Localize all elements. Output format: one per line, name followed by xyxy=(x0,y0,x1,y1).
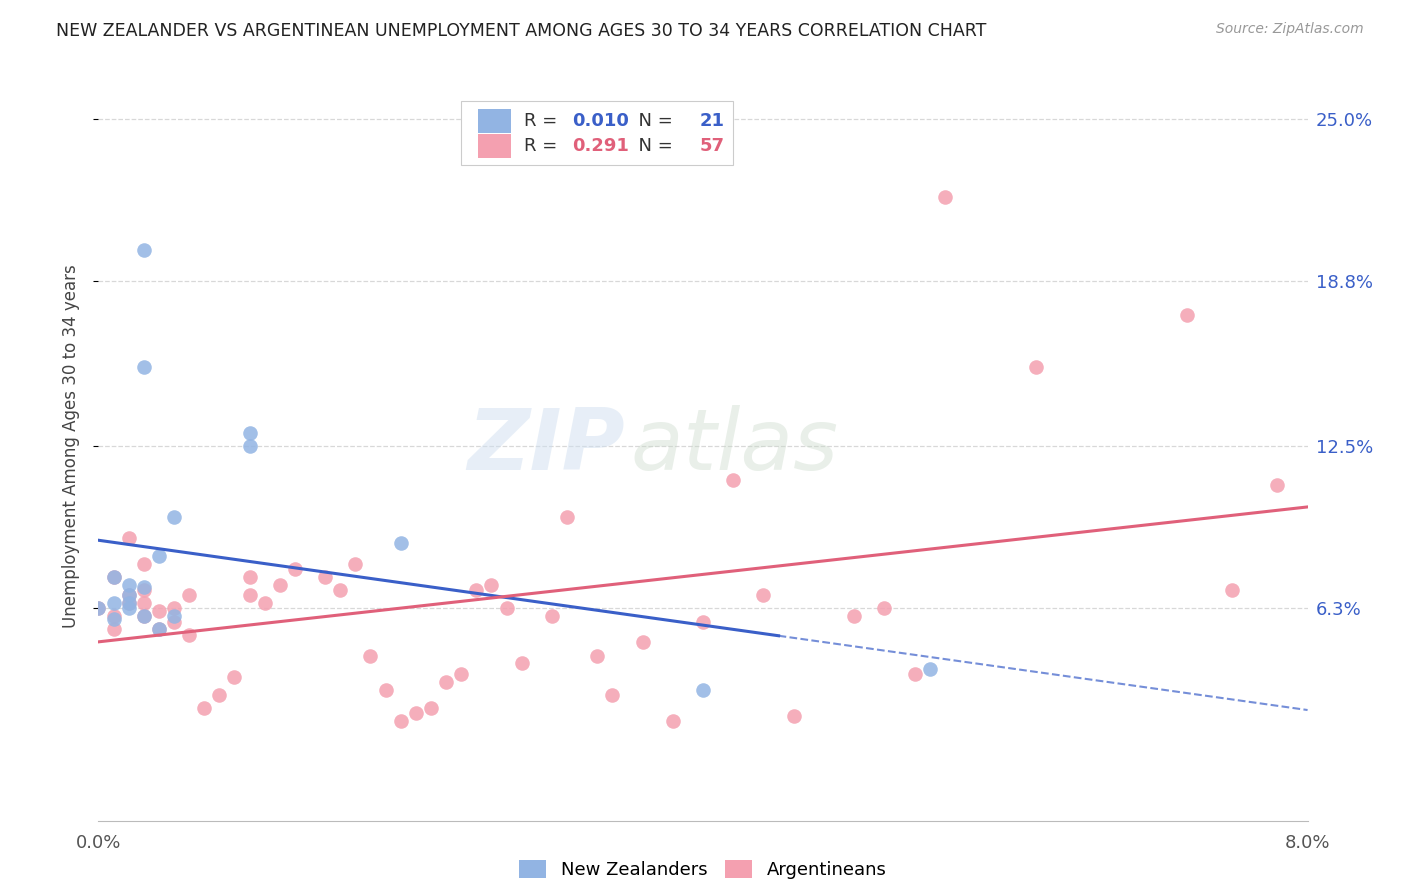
Point xyxy=(465,583,488,598)
Point xyxy=(132,360,155,375)
Point xyxy=(389,714,412,728)
Point xyxy=(148,623,170,637)
Point xyxy=(481,578,503,592)
Text: N =: N = xyxy=(627,136,678,154)
Text: R =: R = xyxy=(524,112,562,130)
Point xyxy=(239,588,262,602)
Point xyxy=(692,682,714,697)
Point xyxy=(132,557,155,571)
Point xyxy=(1267,478,1289,492)
Point xyxy=(163,609,186,624)
Point xyxy=(132,243,155,257)
Point xyxy=(148,623,170,637)
Point xyxy=(1025,360,1047,375)
FancyBboxPatch shape xyxy=(478,109,510,133)
Text: atlas: atlas xyxy=(630,404,838,488)
Text: 0.291: 0.291 xyxy=(572,136,630,154)
FancyBboxPatch shape xyxy=(478,134,510,158)
Point xyxy=(540,609,562,624)
Point xyxy=(586,648,609,663)
Text: 57: 57 xyxy=(699,136,724,154)
Point xyxy=(783,709,806,723)
Point xyxy=(179,627,201,641)
Point xyxy=(692,615,714,629)
Point xyxy=(1175,308,1198,322)
Point xyxy=(163,601,186,615)
Text: NEW ZEALANDER VS ARGENTINEAN UNEMPLOYMENT AMONG AGES 30 TO 34 YEARS CORRELATION : NEW ZEALANDER VS ARGENTINEAN UNEMPLOYMEN… xyxy=(56,22,987,40)
Point xyxy=(118,588,141,602)
Point xyxy=(132,596,155,610)
Point xyxy=(389,536,412,550)
Point xyxy=(118,601,141,615)
Point xyxy=(239,425,262,440)
Point xyxy=(132,581,155,595)
Point xyxy=(284,562,307,576)
Point xyxy=(103,596,125,610)
Point xyxy=(918,662,941,676)
Point xyxy=(510,657,533,671)
Point xyxy=(253,596,276,610)
Point xyxy=(344,557,367,571)
Point xyxy=(752,588,775,602)
Point xyxy=(360,648,382,663)
Point xyxy=(844,609,866,624)
FancyBboxPatch shape xyxy=(461,102,734,165)
Point xyxy=(163,509,186,524)
Point xyxy=(118,588,141,602)
Point xyxy=(103,612,125,626)
Point xyxy=(904,667,927,681)
Point xyxy=(269,578,291,592)
Point xyxy=(148,549,170,563)
Text: ZIP: ZIP xyxy=(467,404,624,488)
Point xyxy=(118,596,141,610)
Point xyxy=(224,669,246,683)
Text: R =: R = xyxy=(524,136,562,154)
Point xyxy=(87,601,110,615)
Point xyxy=(420,701,443,715)
Point xyxy=(163,615,186,629)
Point xyxy=(132,609,155,624)
Point xyxy=(179,588,201,602)
Point xyxy=(450,667,472,681)
Point xyxy=(87,601,110,615)
Point xyxy=(1220,583,1243,598)
Point xyxy=(631,635,654,649)
Point xyxy=(103,609,125,624)
Point xyxy=(148,604,170,618)
Point xyxy=(193,701,215,715)
Point xyxy=(239,439,262,453)
Point xyxy=(661,714,683,728)
Point xyxy=(329,583,352,598)
Text: 0.010: 0.010 xyxy=(572,112,630,130)
Point xyxy=(405,706,427,721)
Point xyxy=(555,509,578,524)
Point xyxy=(208,688,231,702)
Point xyxy=(103,570,125,584)
Y-axis label: Unemployment Among Ages 30 to 34 years: Unemployment Among Ages 30 to 34 years xyxy=(62,264,80,628)
Point xyxy=(495,601,517,615)
Point xyxy=(132,583,155,598)
Point xyxy=(103,623,125,637)
Point xyxy=(723,473,745,487)
Point xyxy=(602,688,624,702)
Text: 21: 21 xyxy=(699,112,724,130)
Point xyxy=(873,601,896,615)
Text: N =: N = xyxy=(627,112,678,130)
Point xyxy=(239,570,262,584)
Point xyxy=(118,578,141,592)
Point xyxy=(314,570,336,584)
Point xyxy=(132,609,155,624)
Point xyxy=(118,596,141,610)
Legend: New Zealanders, Argentineans: New Zealanders, Argentineans xyxy=(512,853,894,887)
Point xyxy=(434,674,457,689)
Point xyxy=(103,570,125,584)
Text: Source: ZipAtlas.com: Source: ZipAtlas.com xyxy=(1216,22,1364,37)
Point xyxy=(118,531,141,545)
Point xyxy=(934,190,956,204)
Point xyxy=(374,682,396,697)
